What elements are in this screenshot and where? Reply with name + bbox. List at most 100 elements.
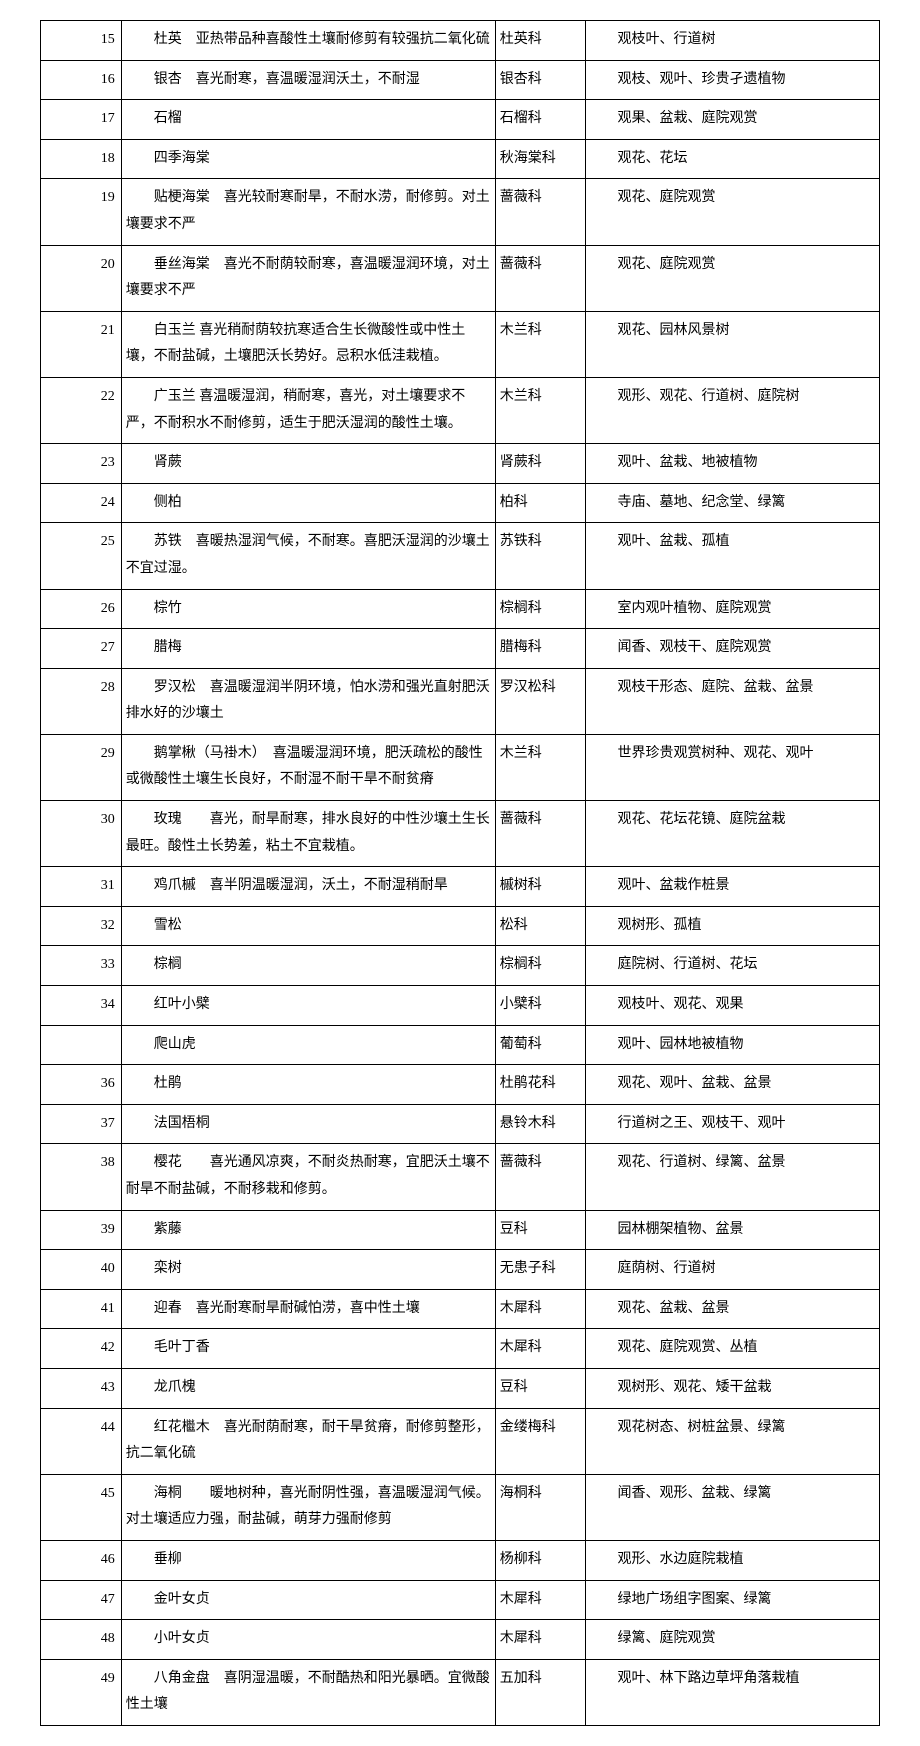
plant-use: 观花、庭院观赏 <box>585 179 879 245</box>
plant-family: 金缕梅科 <box>495 1408 585 1474</box>
row-number: 29 <box>41 734 122 800</box>
table-row: 21白玉兰 喜光稍耐荫较抗寒适合生长微酸性或中性土壤，不耐盐碱，土壤肥沃长势好。… <box>41 311 880 377</box>
plant-use: 园林棚架植物、盆景 <box>585 1210 879 1250</box>
plant-family: 无患子科 <box>495 1250 585 1290</box>
plant-family: 蔷薇科 <box>495 801 585 867</box>
plant-use: 观花、行道树、绿篱、盆景 <box>585 1144 879 1210</box>
row-number: 27 <box>41 629 122 669</box>
plant-family: 豆科 <box>495 1368 585 1408</box>
table-row: 26棕竹棕榈科室内观叶植物、庭院观赏 <box>41 589 880 629</box>
table-row: 16银杏 喜光耐寒，喜温暖湿润沃土，不耐湿银杏科观枝、观叶、珍贵孑遗植物 <box>41 60 880 100</box>
plant-description: 鹅掌楸（马褂木） 喜温暖湿润环境，肥沃疏松的酸性或微酸性土壤生长良好，不耐湿不耐… <box>121 734 495 800</box>
row-number: 38 <box>41 1144 122 1210</box>
row-number: 43 <box>41 1368 122 1408</box>
table-row: 37法国梧桐悬铃木科行道树之王、观枝干、观叶 <box>41 1104 880 1144</box>
plant-description: 苏铁 喜暖热湿润气候，不耐寒。喜肥沃湿润的沙壤土不宜过湿。 <box>121 523 495 589</box>
plant-use: 观花、盆栽、盆景 <box>585 1289 879 1329</box>
plant-description: 玫瑰 喜光，耐旱耐寒，排水良好的中性沙壤土生长最旺。酸性土长势差，粘土不宜栽植。 <box>121 801 495 867</box>
table-row: 38樱花 喜光通风凉爽，不耐炎热耐寒，宜肥沃土壤不耐旱不耐盐碱，不耐移栽和修剪。… <box>41 1144 880 1210</box>
plant-description: 樱花 喜光通风凉爽，不耐炎热耐寒，宜肥沃土壤不耐旱不耐盐碱，不耐移栽和修剪。 <box>121 1144 495 1210</box>
plant-use: 观叶、盆栽、孤植 <box>585 523 879 589</box>
table-row: 42毛叶丁香木犀科观花、庭院观赏、丛植 <box>41 1329 880 1369</box>
plant-use: 庭院树、行道树、花坛 <box>585 946 879 986</box>
table-row: 32雪松松科观树形、孤植 <box>41 906 880 946</box>
plant-use: 闻香、观形、盆栽、绿篱 <box>585 1474 879 1540</box>
row-number: 47 <box>41 1580 122 1620</box>
plant-description: 杜英 亚热带品种喜酸性土壤耐修剪有较强抗二氧化硫 <box>121 21 495 61</box>
plant-family: 悬铃木科 <box>495 1104 585 1144</box>
row-number: 25 <box>41 523 122 589</box>
plant-description: 四季海棠 <box>121 139 495 179</box>
plant-family: 木兰科 <box>495 377 585 443</box>
row-number: 49 <box>41 1659 122 1725</box>
plant-description: 垂丝海棠 喜光不耐荫较耐寒，喜温暖湿润环境，对土壤要求不严 <box>121 245 495 311</box>
plant-description: 棕榈 <box>121 946 495 986</box>
plant-use: 观枝、观叶、珍贵孑遗植物 <box>585 60 879 100</box>
plant-description: 罗汉松 喜温暖湿润半阴环境，怕水涝和强光直射肥沃排水好的沙壤土 <box>121 668 495 734</box>
plant-description: 金叶女贞 <box>121 1580 495 1620</box>
plant-family: 木兰科 <box>495 734 585 800</box>
table-row: 47金叶女贞木犀科绿地广场组字图案、绿篱 <box>41 1580 880 1620</box>
plant-family: 木犀科 <box>495 1620 585 1660</box>
plant-description: 贴梗海棠 喜光较耐寒耐旱，不耐水涝，耐修剪。对土壤要求不严 <box>121 179 495 245</box>
plant-family: 木犀科 <box>495 1329 585 1369</box>
plant-description: 紫藤 <box>121 1210 495 1250</box>
plant-family: 银杏科 <box>495 60 585 100</box>
plant-description: 雪松 <box>121 906 495 946</box>
plant-family: 柏科 <box>495 483 585 523</box>
table-row: 36杜鹃杜鹃花科观花、观叶、盆栽、盆景 <box>41 1065 880 1105</box>
plant-use: 观花树态、树桩盆景、绿篱 <box>585 1408 879 1474</box>
table-row: 爬山虎葡萄科观叶、园林地被植物 <box>41 1025 880 1065</box>
row-number: 44 <box>41 1408 122 1474</box>
plant-description: 栾树 <box>121 1250 495 1290</box>
plant-use: 观形、水边庭院栽植 <box>585 1540 879 1580</box>
table-row: 27腊梅腊梅科闻香、观枝干、庭院观赏 <box>41 629 880 669</box>
table-row: 28罗汉松 喜温暖湿润半阴环境，怕水涝和强光直射肥沃排水好的沙壤土罗汉松科观枝干… <box>41 668 880 734</box>
table-row: 44红花檵木 喜光耐荫耐寒，耐干旱贫瘠，耐修剪整形，抗二氧化硫金缕梅科观花树态、… <box>41 1408 880 1474</box>
plant-use: 行道树之王、观枝干、观叶 <box>585 1104 879 1144</box>
plant-use: 世界珍贵观赏树种、观花、观叶 <box>585 734 879 800</box>
row-number: 21 <box>41 311 122 377</box>
row-number: 26 <box>41 589 122 629</box>
plant-use: 观枝干形态、庭院、盆栽、盆景 <box>585 668 879 734</box>
plant-family: 松科 <box>495 906 585 946</box>
plant-description: 肾蕨 <box>121 444 495 484</box>
plant-family: 蔷薇科 <box>495 245 585 311</box>
row-number: 37 <box>41 1104 122 1144</box>
plant-use: 观花、庭院观赏、丛植 <box>585 1329 879 1369</box>
table-row: 29鹅掌楸（马褂木） 喜温暖湿润环境，肥沃疏松的酸性或微酸性土壤生长良好，不耐湿… <box>41 734 880 800</box>
plant-description: 垂柳 <box>121 1540 495 1580</box>
row-number: 40 <box>41 1250 122 1290</box>
row-number: 16 <box>41 60 122 100</box>
plant-family: 木犀科 <box>495 1580 585 1620</box>
table-row: 34红叶小檗小檗科观枝叶、观花、观果 <box>41 986 880 1026</box>
plant-family: 五加科 <box>495 1659 585 1725</box>
table-row: 39紫藤豆科园林棚架植物、盆景 <box>41 1210 880 1250</box>
row-number: 20 <box>41 245 122 311</box>
row-number: 17 <box>41 100 122 140</box>
plant-use: 室内观叶植物、庭院观赏 <box>585 589 879 629</box>
table-row: 33棕榈棕榈科庭院树、行道树、花坛 <box>41 946 880 986</box>
table-row: 46垂柳杨柳科观形、水边庭院栽植 <box>41 1540 880 1580</box>
plant-family: 罗汉松科 <box>495 668 585 734</box>
row-number: 42 <box>41 1329 122 1369</box>
plant-use: 观叶、林下路边草坪角落栽植 <box>585 1659 879 1725</box>
plant-use: 观叶、盆栽作桩景 <box>585 867 879 907</box>
plant-family: 蔷薇科 <box>495 1144 585 1210</box>
plant-family: 蔷薇科 <box>495 179 585 245</box>
plant-family: 肾蕨科 <box>495 444 585 484</box>
plant-family: 秋海棠科 <box>495 139 585 179</box>
row-number: 31 <box>41 867 122 907</box>
row-number: 19 <box>41 179 122 245</box>
plant-family: 木犀科 <box>495 1289 585 1329</box>
row-number: 39 <box>41 1210 122 1250</box>
row-number: 28 <box>41 668 122 734</box>
row-number: 15 <box>41 21 122 61</box>
plant-description: 毛叶丁香 <box>121 1329 495 1369</box>
plant-description: 银杏 喜光耐寒，喜温暖湿润沃土，不耐湿 <box>121 60 495 100</box>
plant-use: 观形、观花、行道树、庭院树 <box>585 377 879 443</box>
table-row: 19贴梗海棠 喜光较耐寒耐旱，不耐水涝，耐修剪。对土壤要求不严蔷薇科观花、庭院观… <box>41 179 880 245</box>
plant-use: 观花、观叶、盆栽、盆景 <box>585 1065 879 1105</box>
row-number: 32 <box>41 906 122 946</box>
table-row: 24侧柏柏科寺庙、墓地、纪念堂、绿篱 <box>41 483 880 523</box>
